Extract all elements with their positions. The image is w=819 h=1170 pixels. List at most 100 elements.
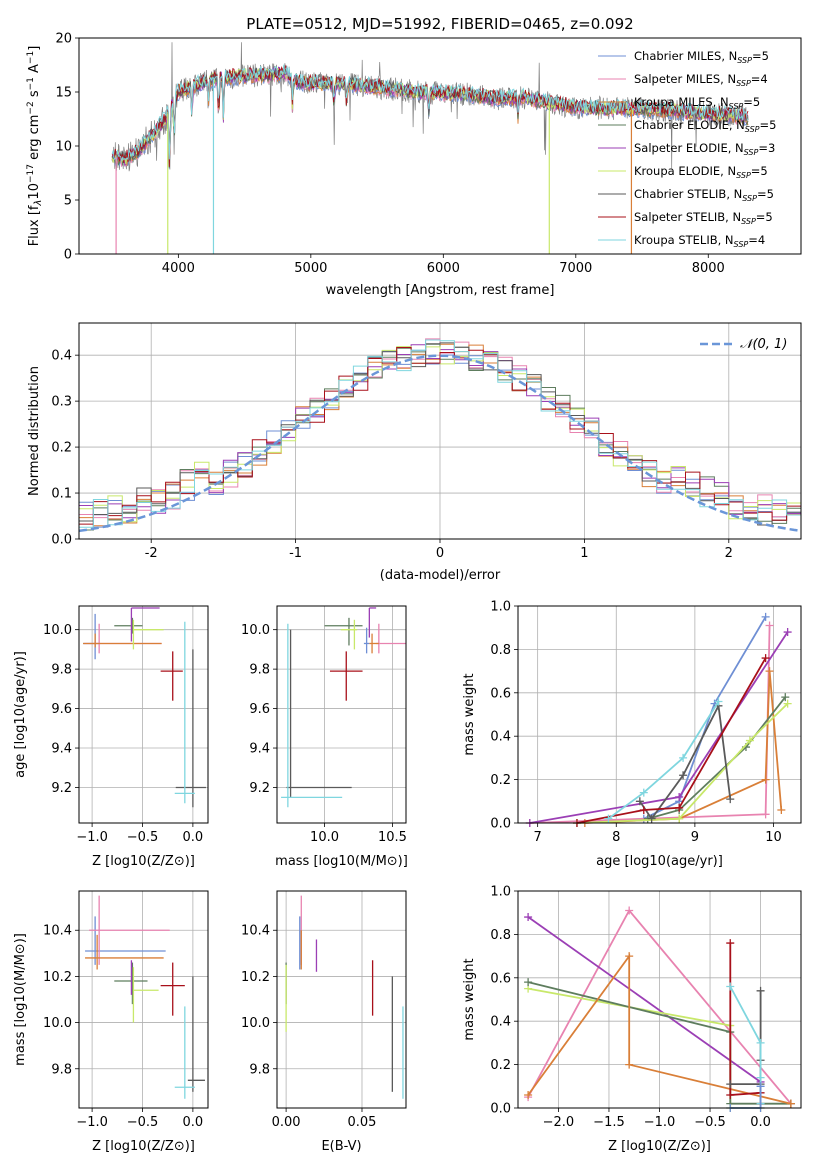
plus-marker-salpeter_stelib	[726, 939, 735, 948]
x-tick-label: −0.5	[694, 1115, 726, 1130]
y-tick-label: 9.8	[249, 1062, 270, 1077]
histogram-ylabel: Normed distribution	[27, 366, 42, 496]
panel-xlabel: Z [log10(Z/Z⊙)]	[92, 1139, 195, 1154]
y-tick-label: 5	[64, 194, 72, 209]
spectrum-lines	[111, 42, 749, 254]
legend-label-kroupa_stelib: Kroupa STELIB, NSSP=4	[634, 233, 765, 249]
figure-title: PLATE=0512, MJD=51992, FIBERID=0465, z=0…	[246, 15, 633, 33]
plus-marker-salpeter_stelib	[726, 1090, 735, 1099]
y-tick-label: 10.0	[241, 623, 270, 638]
legend-label-salpeter_stelib: Salpeter STELIB, NSSP=5	[634, 210, 773, 226]
panel-ylabel: mass weight	[462, 958, 477, 1040]
massweight-vs-metallicity-panel: −2.0 −1.5 −1.0 −0.5 0.0 0.0 0.2 0.4 0.6 0.8 1.0 Z […	[462, 885, 802, 1154]
y-tick-label: 9.4	[249, 742, 270, 757]
y-tick-label: 0	[64, 248, 72, 263]
x-tick-label: 7000	[559, 261, 592, 276]
y-tick-label: 0.2	[490, 773, 511, 788]
y-tick-label: 9.4	[51, 742, 72, 757]
y-tick-label: 9.2	[249, 781, 270, 796]
x-tick-label: 0.05	[348, 1115, 377, 1130]
y-tick-label: 9.8	[51, 663, 72, 678]
x-tick-label: 5000	[294, 261, 327, 276]
plus-marker-kroupa_stelib	[639, 788, 648, 797]
panel-xlabel: mass [log10(M/M⊙)]	[275, 854, 408, 869]
plus-marker-kroupa_stelib	[604, 814, 613, 823]
y-tick-label: 0.6	[490, 971, 511, 986]
mass-weight-line-kroupa_stelib	[607, 701, 720, 820]
plus-marker-salpeter_elodie	[675, 792, 684, 801]
y-tick-label: 0.0	[490, 1102, 511, 1117]
panel-xlabel: Z [log10(Z/Z⊙)]	[608, 1139, 711, 1154]
y-tick-label: 0.4	[490, 730, 511, 745]
x-tick-label: 8	[612, 830, 620, 845]
mass-weight-line-kroupa_stelib	[729, 986, 762, 1104]
plus-marker-kroupa_stelib	[756, 1073, 765, 1082]
x-tick-label: 4000	[162, 261, 195, 276]
mass-weight-line-kroupa_miles	[527, 953, 792, 1105]
panel-frame	[78, 605, 209, 824]
x-tick-label: 0.0	[750, 1115, 771, 1130]
spectrum-ylabel: Flux [fλ10−17 erg cm−2 s−1 A−1]	[26, 46, 44, 247]
y-tick-label: 0.1	[51, 487, 72, 502]
plus-marker-salpeter_miles	[765, 621, 774, 630]
plus-marker-salpeter_stelib	[761, 654, 770, 663]
panel-frame	[276, 605, 407, 824]
plus-marker-salpeter_elodie	[783, 628, 792, 637]
plus-marker-chabrier_stelib	[726, 1080, 735, 1089]
y-tick-label: 10.2	[241, 970, 270, 985]
plus-marker-kroupa_miles	[625, 1060, 634, 1069]
histogram-steps	[79, 338, 801, 531]
model-spectrum-kroupa_stelib	[111, 64, 749, 162]
y-tick-label: 10.2	[43, 970, 72, 985]
x-tick-label: −1.0	[76, 830, 108, 845]
plus-marker-kroupa_miles	[777, 805, 786, 814]
plus-marker-kroupa_miles	[786, 1099, 795, 1108]
y-tick-label: 0.8	[490, 928, 511, 943]
spectrum-axes: 4000 5000 6000 7000 8000 0 5 10 15 20	[55, 32, 724, 277]
mass-vs-ebv-panel: 0.00 0.05 9.8 10.0 10.2 10.4 E(B-V)	[241, 890, 407, 1154]
legend-label-chabrier_miles: Chabrier MILES, NSSP=5	[634, 49, 769, 65]
x-tick-label: 8000	[692, 261, 725, 276]
y-tick-label: 0.4	[490, 1015, 511, 1030]
plus-marker-kroupa_elodie	[675, 814, 684, 823]
plus-marker-kroupa_elodie	[745, 736, 754, 745]
y-tick-label: 0.6	[490, 686, 511, 701]
legend-label-chabrier_stelib: Chabrier STELIB, NSSP=5	[634, 187, 774, 203]
y-tick-label: 9.6	[51, 702, 72, 717]
massweight-vs-age-panel: 7 8 9 10 0.0 0.2 0.4 0.6 0.8 1.0 age [log10(age/yr…	[462, 600, 802, 869]
x-tick-label: 6000	[427, 261, 460, 276]
y-tick-label: 0.3	[51, 395, 72, 410]
x-tick-label: -1	[289, 546, 302, 561]
spectrum-legend: Chabrier MILES, NSSP=5 Salpeter MILES, NS…	[598, 49, 776, 249]
x-tick-label: 10.0	[310, 830, 339, 845]
mass-weight-line-chabrier_elodie	[647, 696, 787, 820]
panel-ylabel: mass weight	[462, 673, 477, 755]
y-tick-label: 9.2	[51, 781, 72, 796]
x-tick-label: −0.5	[127, 1115, 159, 1130]
legend-label-chabrier_elodie: Chabrier ELODIE, NSSP=5	[634, 118, 776, 134]
y-tick-label: 10.0	[43, 623, 72, 638]
x-tick-label: −1.0	[644, 1115, 676, 1130]
histogram-step-kroupa_stelib	[79, 339, 801, 528]
plus-marker-kroupa_miles	[765, 667, 774, 676]
panel-frame	[78, 890, 209, 1109]
panel-xlabel: age [log10(age/yr)]	[596, 854, 723, 869]
x-tick-label: 0.0	[183, 830, 204, 845]
y-tick-label: 0.0	[51, 533, 72, 548]
mass-weight-line-salpeter_elodie	[529, 631, 789, 824]
plus-marker-salpeter_miles	[625, 906, 634, 915]
y-tick-label: 10	[55, 140, 72, 155]
histogram-xlabel: (data-model)/error	[380, 568, 501, 583]
y-tick-label: 0.2	[51, 441, 72, 456]
x-tick-label: 10.5	[378, 830, 407, 845]
mass-weight-line-chabrier_stelib	[730, 990, 762, 1104]
y-tick-label: 15	[55, 86, 72, 101]
spectrum-xlabel: wavelength [Angstrom, rest frame]	[326, 283, 555, 298]
y-tick-label: 9.8	[249, 663, 270, 678]
panel-ylabel: mass [log10(M/M⊙)]	[13, 933, 28, 1066]
y-tick-label: 1.0	[490, 885, 511, 900]
panel-xlabel: Z [log10(Z/Z⊙)]	[92, 854, 195, 869]
histogram-step-salpeter_stelib	[79, 347, 801, 525]
plus-marker-kroupa_miles	[761, 775, 770, 784]
x-tick-label: 0.00	[272, 1115, 301, 1130]
